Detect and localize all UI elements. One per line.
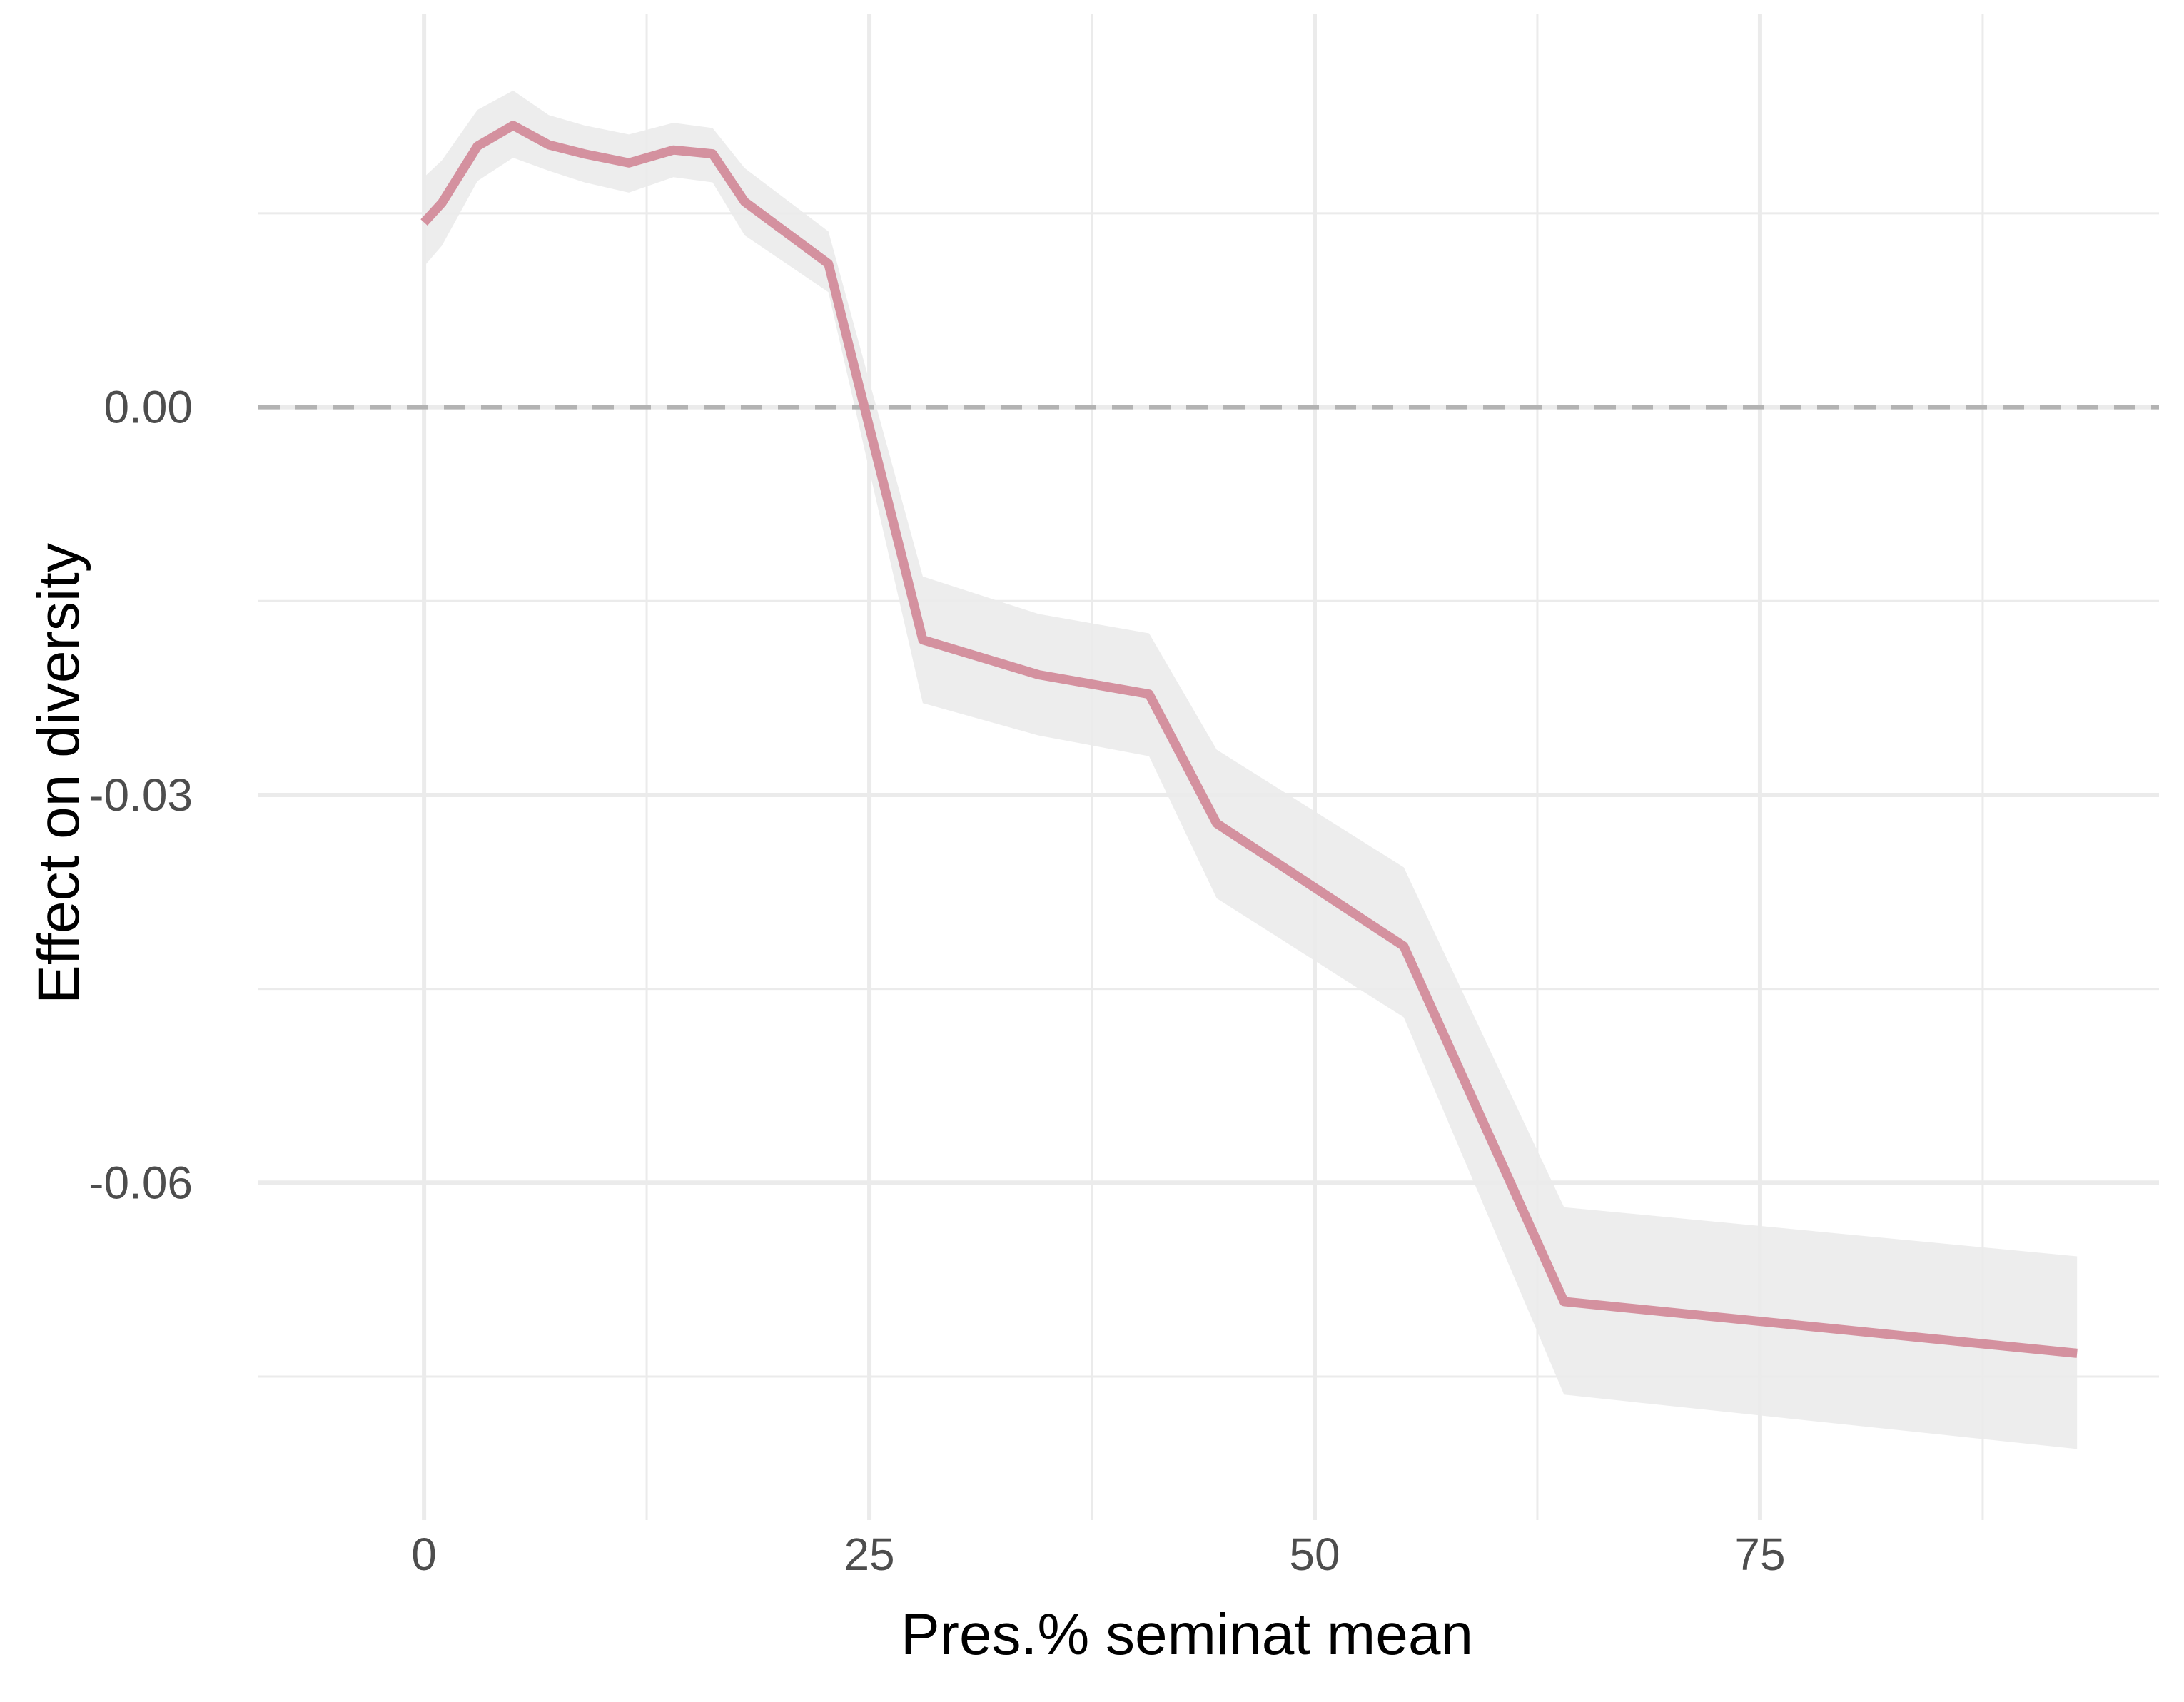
x-tick-label: 50 — [1289, 1529, 1340, 1580]
x-tick-label: 75 — [1734, 1529, 1785, 1580]
confidence-band-layer — [424, 90, 2078, 1449]
x-tick-label: 0 — [411, 1529, 437, 1580]
y-tick-label: 0.00 — [103, 382, 193, 433]
y-tick-label: -0.06 — [89, 1157, 193, 1208]
confidence-band — [424, 90, 2078, 1449]
x-axis-title: Pres.% seminat mean — [901, 1602, 1473, 1667]
x-tick-labels: 0 25 50 75 — [411, 1529, 1785, 1580]
effect-line-layer — [420, 121, 2078, 1358]
minor-gridlines — [258, 14, 2159, 1520]
y-tick-labels: 0.00 -0.03 -0.06 — [89, 382, 193, 1209]
y-tick-label: -0.03 — [89, 769, 193, 821]
x-tick-label: 25 — [844, 1529, 894, 1580]
y-axis-title: Effect on diversity — [26, 543, 91, 1004]
effect-line — [420, 121, 2078, 1358]
